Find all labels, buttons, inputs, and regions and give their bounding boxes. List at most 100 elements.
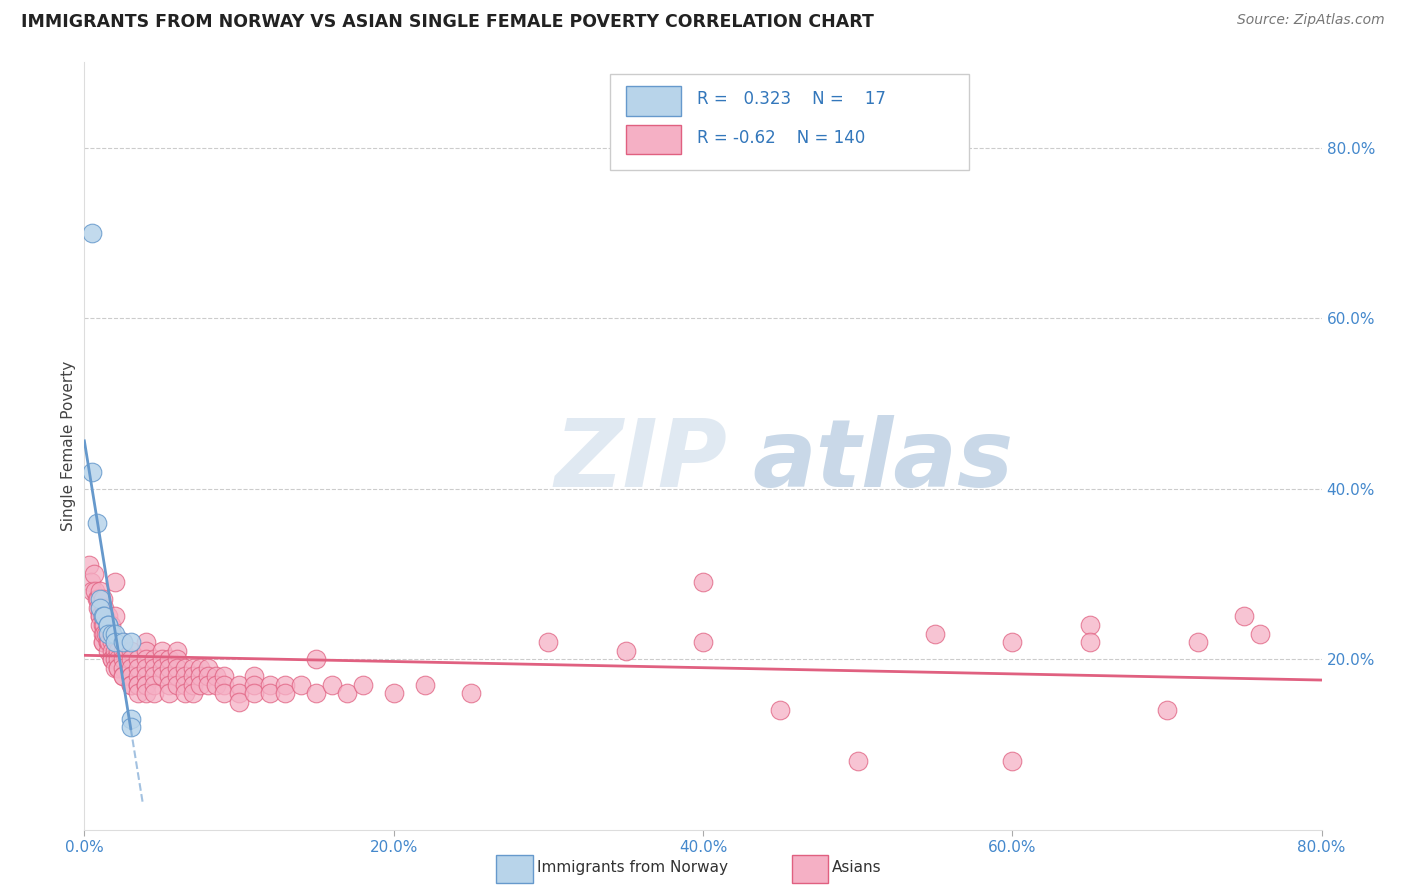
- Point: [96, 609, 118, 624]
- Point: [305, 686, 328, 700]
- Point: [86, 516, 108, 530]
- Point: [205, 669, 228, 683]
- Point: [120, 660, 142, 674]
- Point: [93, 609, 115, 624]
- Point: [537, 635, 560, 649]
- Point: [120, 652, 142, 666]
- Point: [91, 635, 114, 649]
- Point: [150, 669, 173, 683]
- Point: [127, 660, 149, 674]
- Point: [107, 635, 129, 649]
- Point: [135, 660, 157, 674]
- Point: [89, 592, 111, 607]
- Point: [382, 686, 405, 700]
- Point: [89, 609, 111, 624]
- Point: [614, 643, 637, 657]
- Point: [100, 626, 122, 640]
- Point: [82, 465, 104, 479]
- Point: [159, 669, 180, 683]
- Text: ZIP: ZIP: [554, 416, 727, 508]
- Point: [159, 686, 180, 700]
- Point: [86, 592, 108, 607]
- Point: [104, 643, 127, 657]
- Point: [107, 643, 129, 657]
- Point: [243, 669, 266, 683]
- Point: [107, 660, 129, 674]
- Text: Asians: Asians: [832, 861, 882, 875]
- Point: [91, 618, 114, 632]
- Point: [112, 635, 135, 649]
- Point: [305, 652, 328, 666]
- Point: [1078, 618, 1101, 632]
- Point: [120, 643, 142, 657]
- Point: [143, 660, 166, 674]
- Point: [101, 652, 124, 666]
- Point: [120, 712, 142, 726]
- Point: [98, 635, 121, 649]
- Point: [166, 660, 188, 674]
- Point: [91, 626, 114, 640]
- Point: [1156, 703, 1178, 717]
- Point: [274, 678, 297, 692]
- Point: [120, 678, 142, 692]
- Point: [135, 643, 157, 657]
- Point: [96, 643, 118, 657]
- Point: [104, 609, 127, 624]
- Point: [101, 635, 124, 649]
- Point: [460, 686, 482, 700]
- Point: [769, 703, 792, 717]
- FancyBboxPatch shape: [610, 74, 969, 169]
- Point: [692, 575, 714, 590]
- Point: [112, 660, 135, 674]
- Point: [96, 618, 118, 632]
- Point: [104, 626, 127, 640]
- Point: [127, 678, 149, 692]
- Point: [96, 635, 118, 649]
- Point: [101, 652, 124, 666]
- Point: [101, 643, 124, 657]
- Point: [174, 678, 197, 692]
- Point: [143, 652, 166, 666]
- Point: [96, 618, 118, 632]
- Point: [259, 678, 281, 692]
- Point: [112, 669, 135, 683]
- Point: [91, 609, 114, 624]
- Point: [197, 669, 219, 683]
- Point: [84, 583, 107, 598]
- Text: Immigrants from Norway: Immigrants from Norway: [537, 861, 728, 875]
- Point: [259, 686, 281, 700]
- Point: [112, 669, 135, 683]
- Point: [127, 686, 149, 700]
- Point: [143, 686, 166, 700]
- FancyBboxPatch shape: [626, 87, 681, 116]
- Point: [188, 660, 211, 674]
- Point: [91, 592, 114, 607]
- Point: [96, 626, 118, 640]
- Point: [112, 652, 135, 666]
- Point: [159, 652, 180, 666]
- Point: [98, 626, 121, 640]
- Point: [87, 592, 110, 607]
- Point: [290, 678, 312, 692]
- Text: R =   0.323    N =    17: R = 0.323 N = 17: [697, 90, 886, 108]
- Point: [336, 686, 359, 700]
- Point: [174, 669, 197, 683]
- Point: [413, 678, 436, 692]
- Point: [228, 678, 250, 692]
- Point: [93, 618, 115, 632]
- Point: [143, 669, 166, 683]
- Point: [89, 618, 111, 632]
- Point: [96, 626, 118, 640]
- Point: [1249, 626, 1271, 640]
- Point: [143, 678, 166, 692]
- Point: [181, 660, 204, 674]
- Point: [924, 626, 946, 640]
- Point: [101, 626, 124, 640]
- Point: [77, 558, 100, 573]
- Point: [107, 660, 129, 674]
- Point: [127, 678, 149, 692]
- Point: [94, 626, 117, 640]
- Point: [159, 678, 180, 692]
- Point: [127, 652, 149, 666]
- Point: [89, 609, 111, 624]
